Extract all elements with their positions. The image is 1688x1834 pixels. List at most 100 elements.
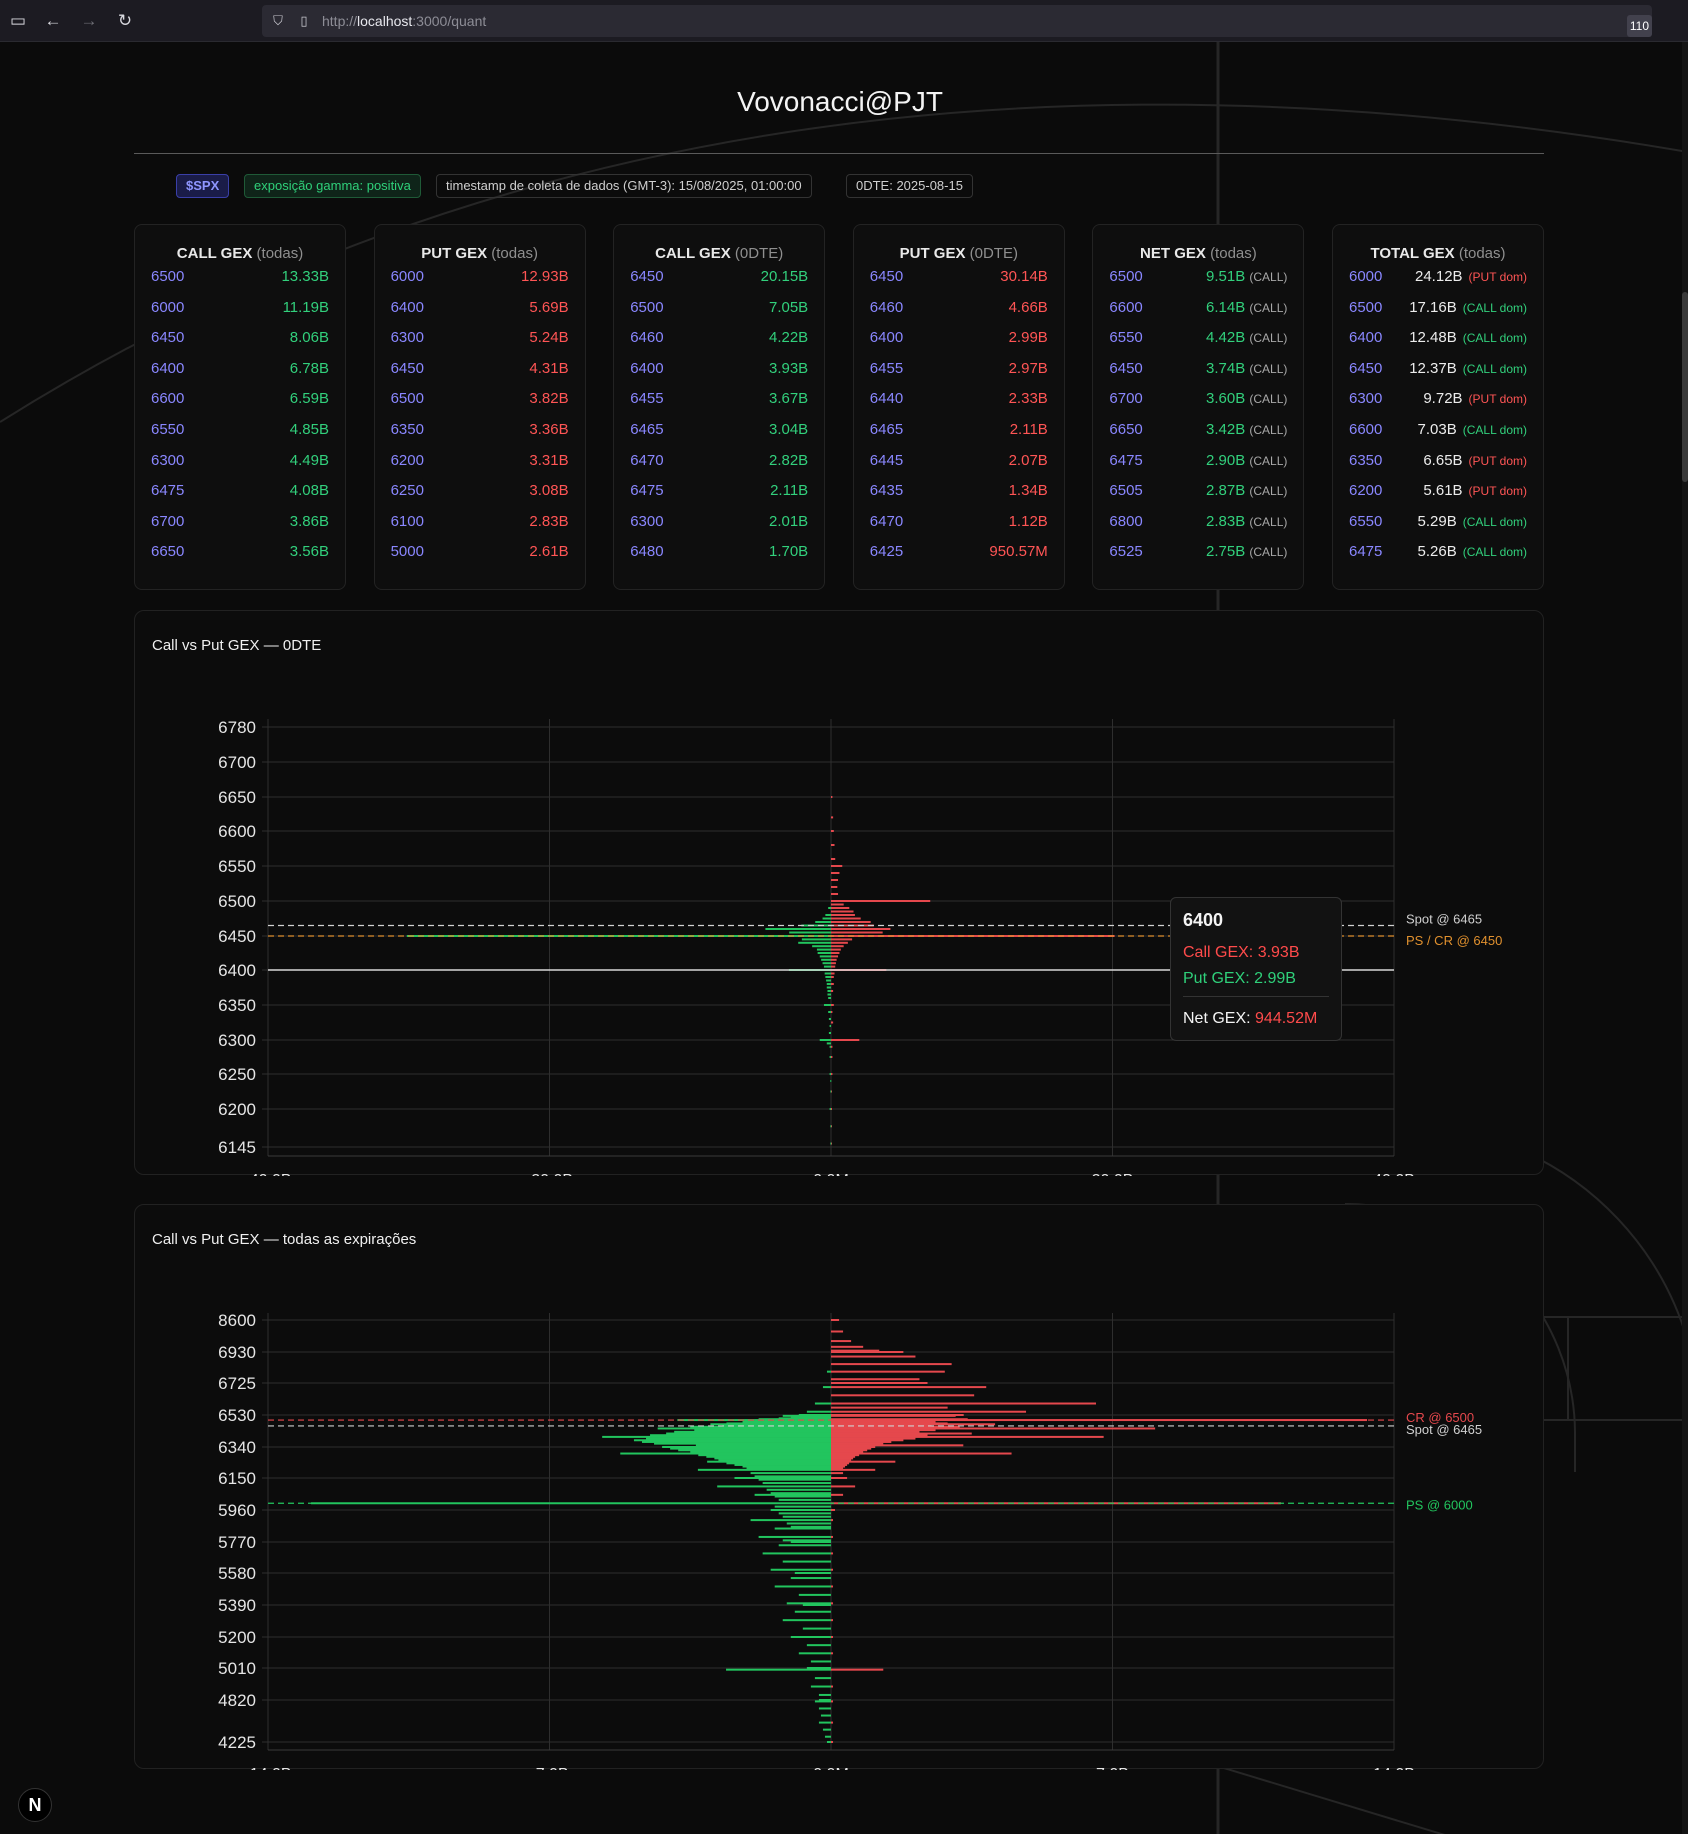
gex-value: 4.31B xyxy=(529,359,569,377)
call-gamma-bar xyxy=(831,1721,834,1724)
call-gamma-bar xyxy=(831,1424,932,1427)
card-row: 6525 2.75B (CALL) xyxy=(1109,541,1287,563)
put-gamma-bar xyxy=(790,1415,831,1418)
reload-icon[interactable]: ↻ xyxy=(117,11,133,30)
call-gamma-bar xyxy=(831,1386,987,1389)
y-tick-label: 6145 xyxy=(218,1138,256,1157)
x-tick-label: 40.0B xyxy=(1373,1172,1415,1176)
put-gamma-bar xyxy=(826,986,831,989)
strike-label: 6500 xyxy=(1109,268,1143,285)
strike-label: 6500 xyxy=(630,298,664,316)
put-gamma-bar xyxy=(818,1693,831,1696)
card-row: 6475 4.08B xyxy=(151,480,329,502)
call-gamma-bar xyxy=(831,1552,834,1555)
strike-label: 6600 xyxy=(1349,421,1383,438)
card-row: 6800 2.83B (CALL) xyxy=(1109,511,1287,533)
card-row: 6435 1.34B xyxy=(870,480,1048,502)
put-gamma-bar xyxy=(823,965,831,968)
strike-label: 6400 xyxy=(869,329,904,347)
card-row: 6200 5.61B (PUT dom) xyxy=(1349,480,1527,502)
total-gex-value: 5.29B (CALL dom) xyxy=(1417,512,1527,530)
url-text[interactable]: http://localhost:3000/quant xyxy=(322,13,487,29)
nextjs-dev-indicator[interactable]: N xyxy=(18,1788,52,1822)
forward-icon[interactable]: → xyxy=(80,11,98,30)
strike-label: 6505 xyxy=(1109,482,1143,500)
scrollbar[interactable] xyxy=(1682,42,1688,1834)
put-gamma-bar xyxy=(778,1512,831,1515)
put-gamma-bar xyxy=(806,1667,831,1669)
strike-label: 6460 xyxy=(869,298,904,316)
call-gamma-bar xyxy=(831,1142,832,1145)
y-tick-label: 6400 xyxy=(218,961,256,980)
call-gamma-bar xyxy=(831,1700,834,1703)
put-gamma-bar xyxy=(726,1462,831,1465)
gex-card: PUT GEX (todas) 6000 12.93B 6400 5.69B 6300 5.… xyxy=(373,224,586,590)
put-gamma-bar xyxy=(770,1568,831,1571)
call-gamma-bar xyxy=(831,1442,884,1445)
x-tick-label: -40.0B xyxy=(244,1172,291,1176)
card-row: 6425 950.57M xyxy=(870,541,1048,563)
back-icon[interactable]: ← xyxy=(44,11,62,30)
gex-value: 4.85B xyxy=(289,421,329,438)
put-gamma-bar xyxy=(821,958,831,961)
call-gamma-bar xyxy=(831,1585,834,1588)
call-gamma-bar xyxy=(831,1468,876,1471)
call-gamma-bar xyxy=(831,1073,833,1075)
put-gamma-bar xyxy=(690,1425,831,1428)
card-row: 6600 7.03B (CALL dom) xyxy=(1349,419,1527,441)
scrollbar-thumb[interactable] xyxy=(1682,292,1688,482)
put-gamma-bar xyxy=(794,1572,831,1574)
reference-line-label: Spot @ 6465 xyxy=(1406,912,1482,927)
zoom-level[interactable]: 110 xyxy=(1626,15,1652,37)
card-title: NET GEX (todas) xyxy=(1140,245,1257,262)
put-gamma-bar xyxy=(798,1593,831,1596)
put-gamma-bar xyxy=(778,1544,831,1547)
shield-icon[interactable]: ⛉ xyxy=(273,13,283,28)
y-tick-label: 6550 xyxy=(218,857,256,876)
put-gamma-bar xyxy=(698,1454,831,1457)
chart-all-expirations[interactable]: -14.0B -7.0B 0.0M 7.0B 14.0B 8600 6930 6725 6530… xyxy=(135,1205,1545,1770)
chart-0dte[interactable]: -40.0B -20.0B 0.0M 20.0B 40.0B 6780 6700 6650 66… xyxy=(135,611,1545,1176)
put-gamma-bar xyxy=(826,979,831,982)
card-row: 6300 5.24B xyxy=(391,327,569,349)
card-row: 6450 4.31B xyxy=(391,358,569,380)
call-gamma-bar xyxy=(831,900,931,902)
address-bar[interactable]: ⛉ ▯ http://localhost:3000/quant 110 xyxy=(262,5,1652,37)
net-gex-value: 2.75B (CALL) xyxy=(1206,543,1288,561)
put-gamma-bar xyxy=(827,990,831,992)
call-gamma-bar xyxy=(831,1668,884,1671)
strike-label: 6700 xyxy=(151,512,185,530)
card-row: 6400 12.48B (CALL dom) xyxy=(1349,327,1527,349)
strike-label: 6650 xyxy=(1109,421,1143,438)
sidebar-toggle-icon[interactable]: ▭ xyxy=(9,11,27,30)
y-tick-label: 8600 xyxy=(218,1311,256,1330)
card-row: 6100 2.83B xyxy=(391,511,569,533)
strike-label: 6460 xyxy=(630,329,664,347)
strike-label: 6450 xyxy=(151,329,185,347)
strike-label: 6455 xyxy=(630,390,664,408)
gex-value: 30.14B xyxy=(1000,268,1048,285)
put-gamma-bar xyxy=(754,1475,831,1478)
put-gamma-bar xyxy=(770,1509,831,1511)
call-gamma-bar xyxy=(831,844,835,846)
put-gamma-bar xyxy=(774,1585,831,1588)
put-gamma-bar xyxy=(829,1025,831,1027)
net-gex-value: 6.14B (CALL) xyxy=(1206,298,1288,316)
gex-value: 5.69B xyxy=(529,298,569,316)
call-gamma-bar xyxy=(831,1568,834,1571)
put-gamma-bar xyxy=(762,1482,831,1485)
card-title: TOTAL GEX (todas) xyxy=(1370,245,1506,262)
put-gamma-bar xyxy=(790,1541,831,1543)
total-gex-value: 12.48B (CALL dom) xyxy=(1409,329,1527,347)
gex-value: 3.04B xyxy=(768,421,809,438)
page-title: Vovonacci@PJT xyxy=(737,86,943,117)
strike-label: 6300 xyxy=(630,512,664,530)
put-gamma-bar xyxy=(818,1707,831,1710)
card-row: 6475 2.90B (CALL) xyxy=(1109,450,1287,472)
put-gamma-bar xyxy=(786,1602,831,1605)
put-gamma-bar xyxy=(734,1477,831,1479)
y-tick-label: 5010 xyxy=(218,1659,256,1678)
page-info-icon[interactable]: ▯ xyxy=(300,13,308,28)
gex-card: CALL GEX (todas) 6500 13.33B 6000 11.19B 6450… xyxy=(134,224,346,590)
strike-label: 6475 xyxy=(1349,543,1383,561)
